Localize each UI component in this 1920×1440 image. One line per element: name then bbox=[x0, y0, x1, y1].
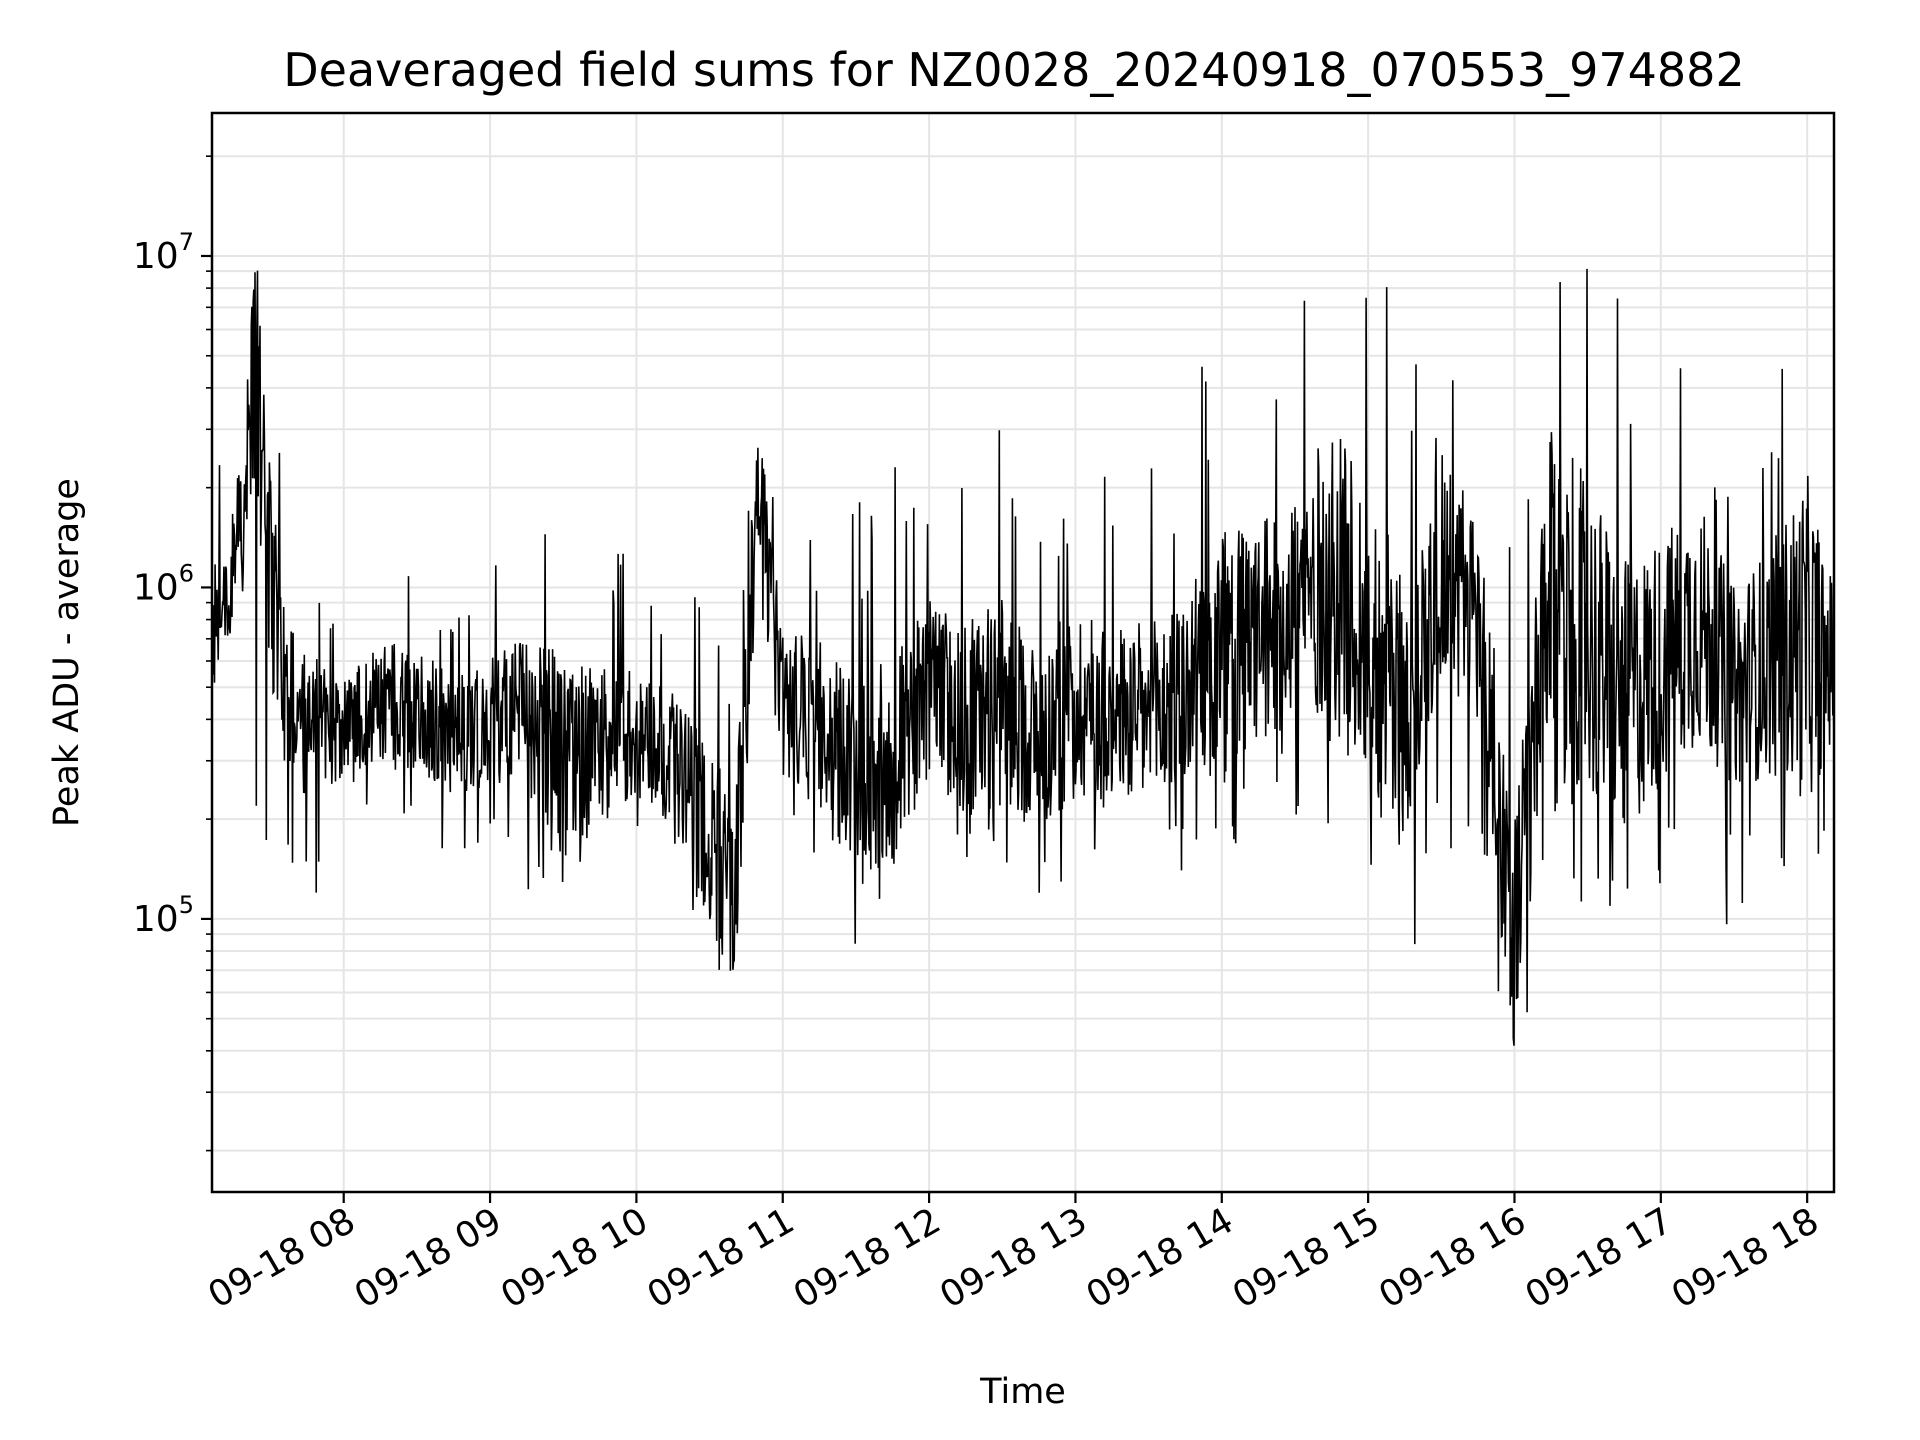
y-axis-label: Peak ADU - average bbox=[47, 478, 87, 827]
plot-area bbox=[211, 268, 1835, 1046]
chart-title: Deaveraged field sums for NZ0028_2024091… bbox=[283, 43, 1744, 97]
x-tick-label: 09-18 14 bbox=[1080, 1200, 1241, 1316]
x-tick-label: 09-18 15 bbox=[1226, 1200, 1387, 1316]
series-line bbox=[211, 268, 1835, 1046]
plot-frame bbox=[210, 111, 1836, 1194]
x-tick-label: 09-18 13 bbox=[933, 1200, 1094, 1316]
x-axis-label: Time bbox=[979, 1372, 1066, 1412]
x-tick-label: 09-18 09 bbox=[348, 1200, 509, 1316]
x-tick-label: 09-18 08 bbox=[202, 1200, 363, 1316]
x-tick-label: 09-18 16 bbox=[1372, 1200, 1533, 1316]
x-tick-label: 09-18 11 bbox=[641, 1200, 802, 1316]
y-tick-label: 105 bbox=[133, 891, 194, 940]
y-tick-label: 107 bbox=[133, 228, 194, 277]
x-tick-label: 09-18 18 bbox=[1665, 1200, 1826, 1316]
y-tick-label: 106 bbox=[133, 559, 194, 608]
x-tick-label: 09-18 12 bbox=[787, 1200, 948, 1316]
x-tick-label: 09-18 10 bbox=[494, 1200, 655, 1316]
x-tick-label: 09-18 17 bbox=[1519, 1200, 1680, 1316]
